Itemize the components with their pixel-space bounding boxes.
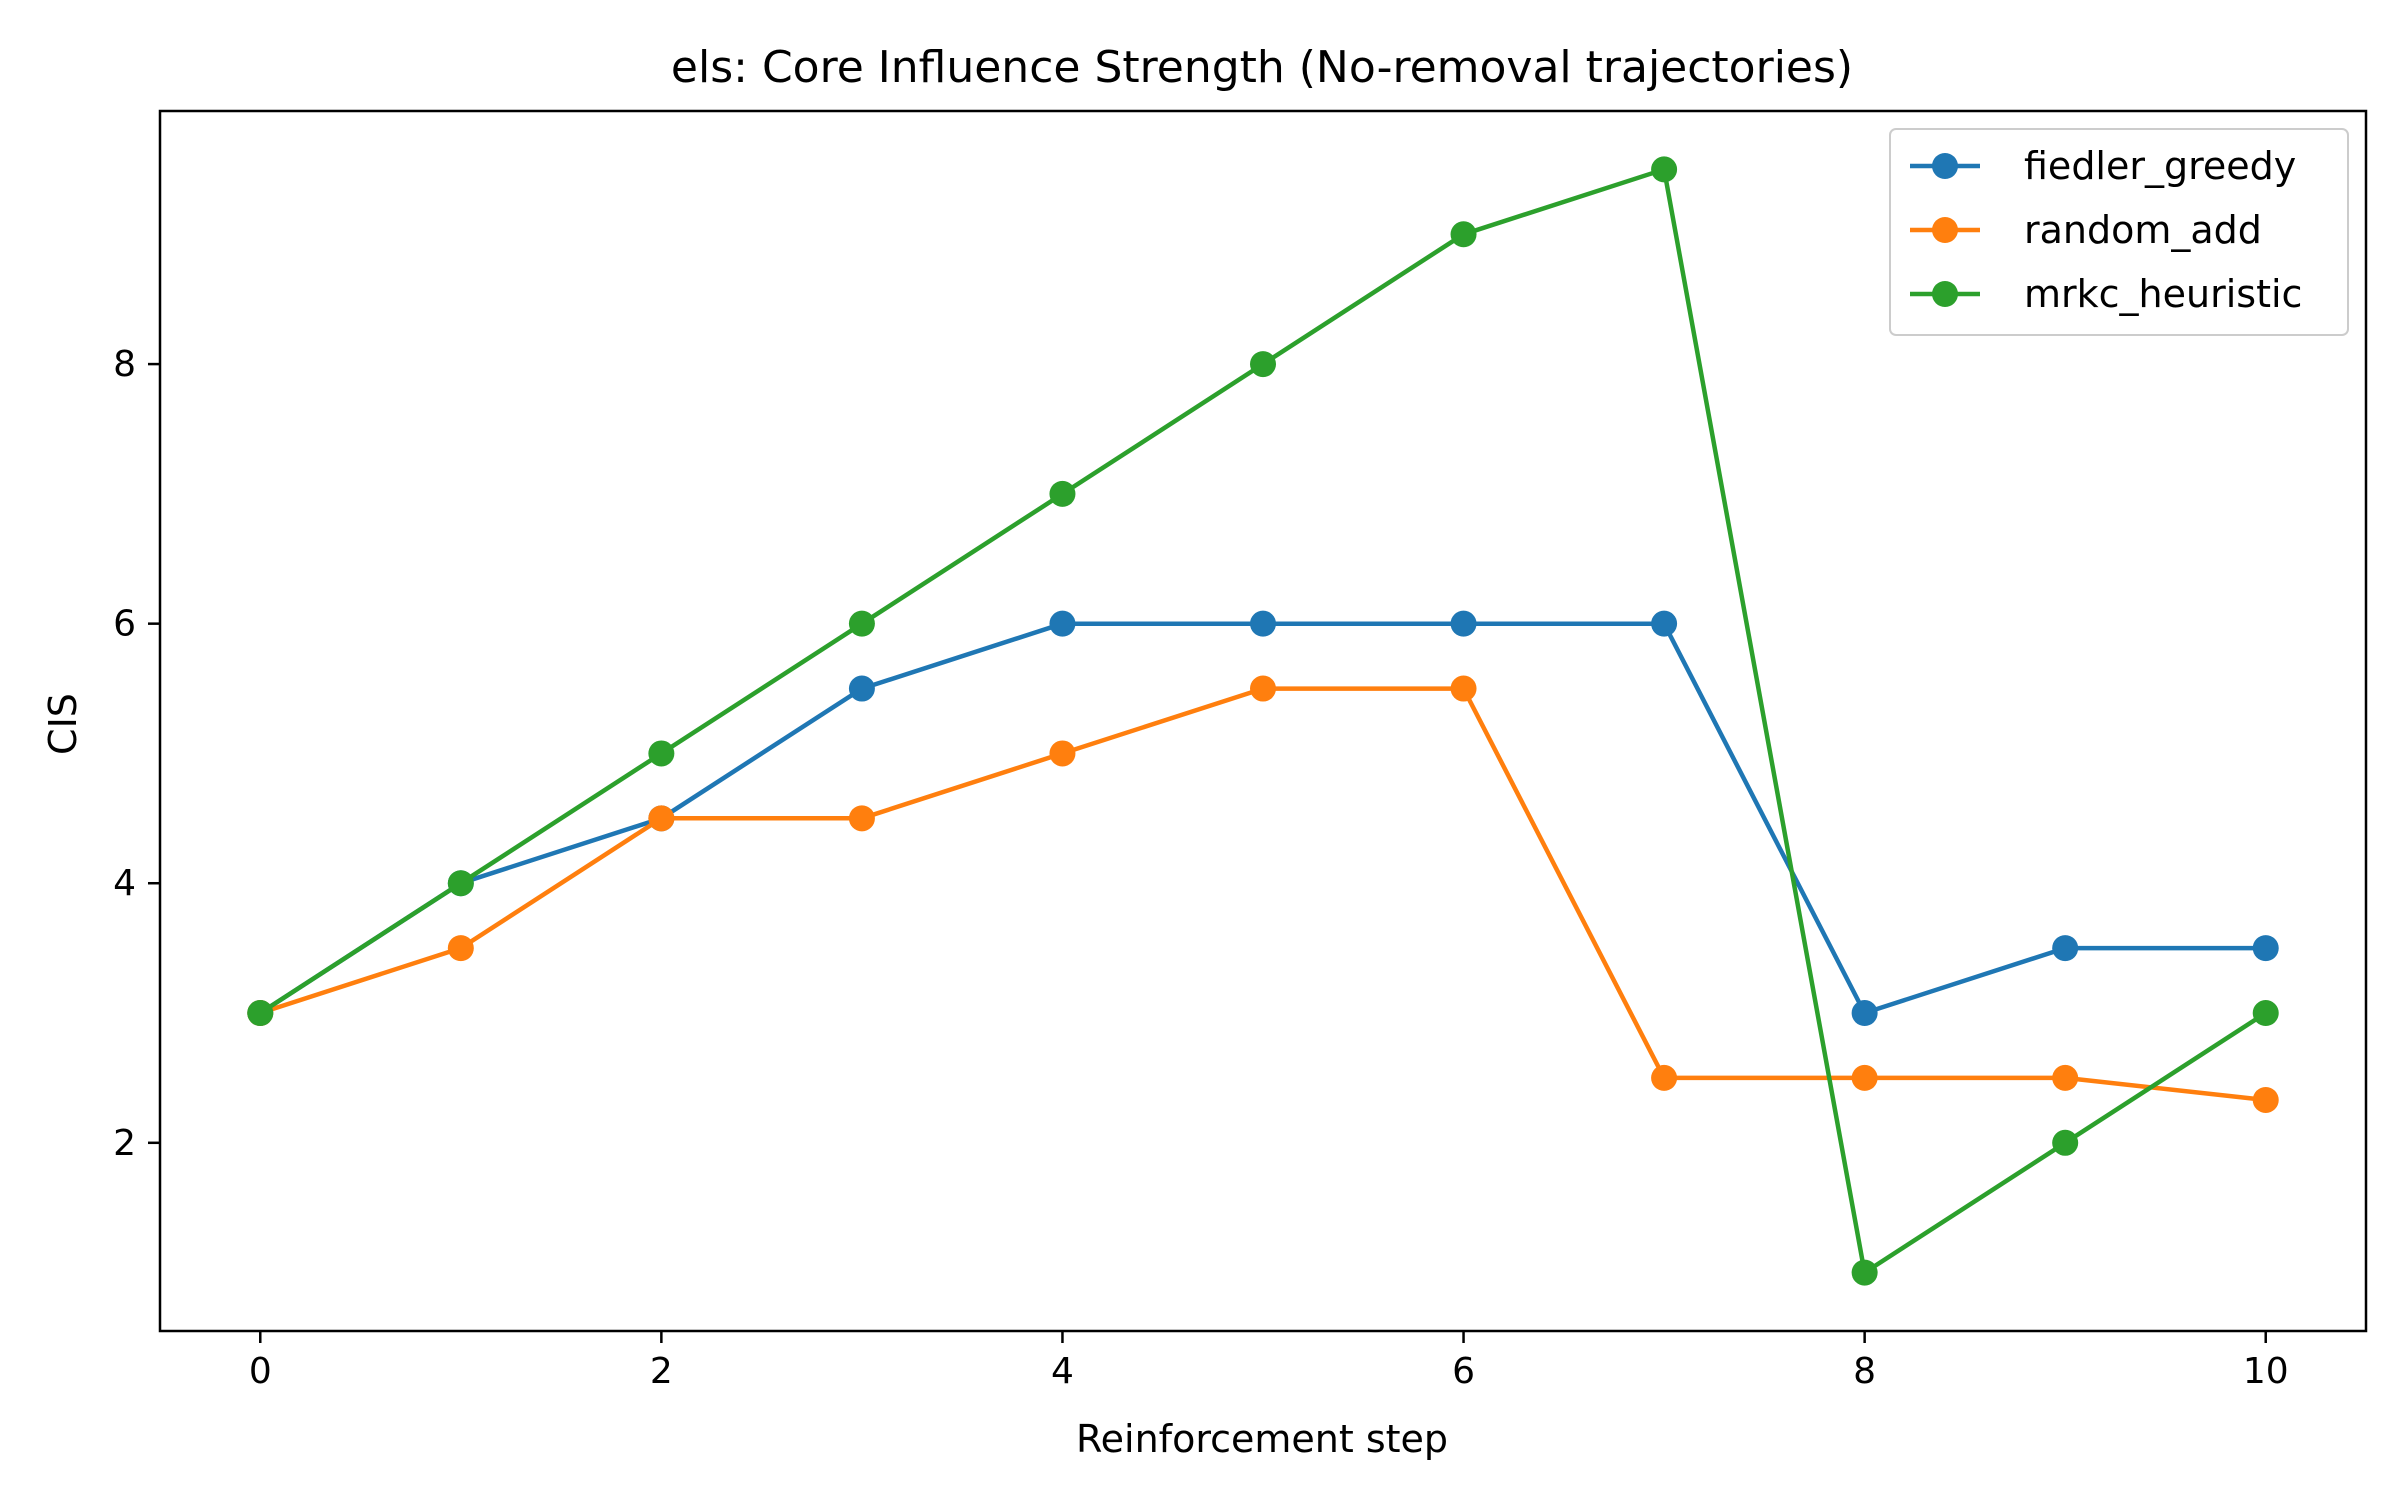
plot-area — [158, 109, 2368, 1333]
x-tick-label: 0 — [249, 1351, 272, 1392]
legend-marker-mrkc_heuristic — [1932, 281, 1958, 307]
x-axis: 0 2 4 6 8 10 — [249, 1331, 2289, 1392]
x-axis-label: Reinforcement step — [1076, 1417, 1448, 1461]
x-tick-label: 10 — [2243, 1351, 2289, 1392]
data-point-fiedler_greedy-7 — [1651, 610, 1678, 637]
x-tick-label: 2 — [650, 1351, 673, 1392]
legend: fiedler_greedy random_add mrkc_heuristic — [1889, 128, 2349, 336]
data-point-fiedler_greedy-9 — [2052, 935, 2079, 962]
legend-marker-fiedler_greedy — [1932, 153, 1958, 179]
data-point-mrkc_heuristic-7 — [1651, 156, 1678, 183]
x-tick-label: 8 — [1853, 1351, 1876, 1392]
legend-label-fiedler_greedy: fiedler_greedy — [2024, 144, 2296, 188]
data-point-mrkc_heuristic-5 — [1250, 351, 1276, 378]
legend-label-random_add: random_add — [2024, 208, 2262, 252]
data-point-mrkc_heuristic-3 — [848, 610, 875, 637]
legend-marker-random_add — [1932, 217, 1958, 243]
data-point-mrkc_heuristic-9 — [2052, 1129, 2079, 1156]
data-point-mrkc_heuristic-10 — [2252, 1000, 2279, 1027]
data-point-fiedler_greedy-4 — [1049, 610, 1076, 637]
data-point-random_add-6 — [1450, 675, 1477, 702]
legend-label-mrkc_heuristic: mrkc_heuristic — [2024, 272, 2302, 316]
plot-frame — [158, 109, 2368, 1333]
x-tick-label: 4 — [1051, 1351, 1074, 1392]
data-point-random_add-10 — [2252, 1086, 2279, 1113]
data-point-mrkc_heuristic-0 — [247, 1000, 274, 1027]
y-tick-label: 6 — [113, 604, 136, 645]
legend-box — [1889, 128, 2349, 336]
data-point-mrkc_heuristic-1 — [447, 870, 474, 897]
data-point-random_add-7 — [1651, 1064, 1678, 1091]
data-point-mrkc_heuristic-8 — [1851, 1259, 1878, 1286]
data-point-mrkc_heuristic-2 — [648, 740, 675, 767]
data-point-fiedler_greedy-3 — [848, 675, 875, 702]
data-point-fiedler_greedy-8 — [1851, 1000, 1878, 1027]
x-tick-label: 6 — [1452, 1351, 1475, 1392]
data-point-mrkc_heuristic-4 — [1049, 480, 1076, 507]
data-point-random_add-4 — [1049, 740, 1076, 767]
series-line-random_add — [259, 686, 2266, 1103]
data-point-fiedler_greedy-6 — [1450, 610, 1477, 637]
y-axis: 2 4 6 8 — [113, 344, 160, 1164]
data-point-random_add-2 — [648, 805, 675, 832]
y-tick-label: 8 — [113, 344, 136, 385]
chart-title: els: Core Influence Strength (No-removal… — [671, 42, 1853, 93]
data-point-random_add-9 — [2052, 1064, 2079, 1091]
data-point-mrkc_heuristic-6 — [1450, 221, 1477, 248]
data-point-random_add-3 — [848, 805, 875, 832]
data-point-fiedler_greedy-10 — [2252, 935, 2279, 962]
y-tick-label: 2 — [113, 1123, 136, 1164]
y-axis-label: CIS — [41, 693, 85, 755]
y-tick-label: 4 — [113, 863, 136, 904]
data-point-random_add-8 — [1851, 1064, 1878, 1091]
data-point-random_add-5 — [1250, 675, 1276, 702]
data-point-fiedler_greedy-5 — [1250, 610, 1276, 637]
data-point-random_add-1 — [447, 935, 474, 962]
